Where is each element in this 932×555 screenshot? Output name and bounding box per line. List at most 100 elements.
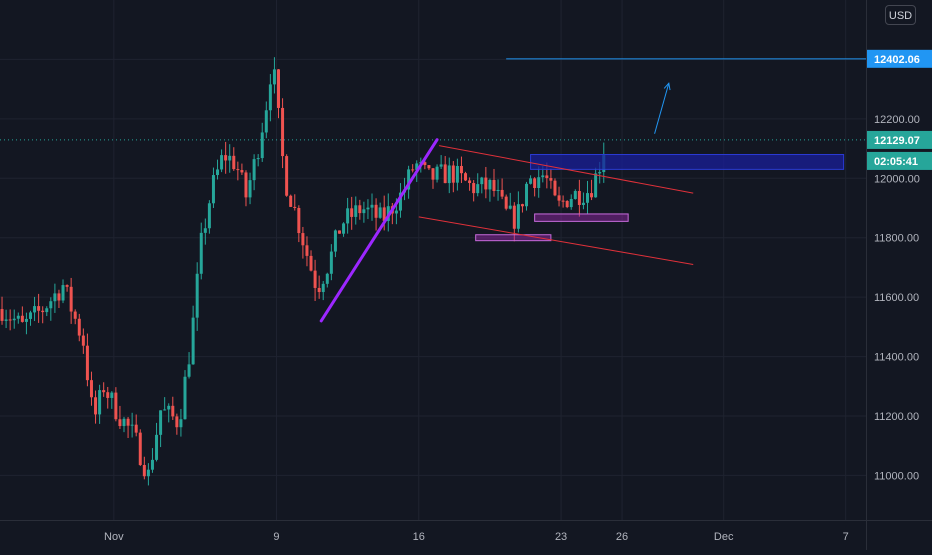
candle-body xyxy=(73,311,77,319)
candle-body xyxy=(333,230,337,252)
price-tick-label: 12200.00 xyxy=(874,114,920,126)
candle-body xyxy=(256,158,260,160)
candle-body xyxy=(398,192,402,211)
candle-body xyxy=(492,179,496,192)
candle-body xyxy=(159,410,163,435)
candle-body xyxy=(4,319,8,321)
countdown-label-bg xyxy=(867,151,932,170)
candle-body xyxy=(248,180,252,198)
candle-body xyxy=(268,84,272,111)
candle-body xyxy=(350,208,354,217)
candle-body xyxy=(529,178,533,184)
candle-body xyxy=(146,469,150,477)
candle-body xyxy=(187,364,191,377)
candle-body xyxy=(541,175,545,178)
candle-body xyxy=(427,165,431,169)
time-tick-label: 7 xyxy=(843,531,849,543)
candle-body xyxy=(374,204,378,218)
candle-body xyxy=(447,165,451,184)
candle-body xyxy=(411,169,415,171)
candle-body xyxy=(199,232,203,274)
candle-body xyxy=(569,198,573,208)
candle-body xyxy=(431,168,435,180)
candle-body xyxy=(240,170,244,173)
candle-body xyxy=(53,293,57,302)
candle-body xyxy=(114,392,118,420)
candle-body xyxy=(362,209,366,214)
candle-body xyxy=(45,308,49,313)
candle-body xyxy=(561,200,565,202)
candle-body xyxy=(520,204,524,207)
channel-lower-line xyxy=(418,216,694,265)
candle-body xyxy=(28,312,32,319)
candle-body xyxy=(179,419,183,428)
candle-body xyxy=(337,230,341,234)
candle-body xyxy=(191,317,195,365)
flag-pole-line xyxy=(319,138,439,323)
candles xyxy=(0,57,606,486)
candle-body xyxy=(8,319,12,321)
time-tick-label: Dec xyxy=(714,531,734,543)
candle-body xyxy=(110,392,114,398)
candle-body xyxy=(69,286,73,312)
last-price-label: 12129.07 xyxy=(874,135,920,147)
price-tick-label: 11400.00 xyxy=(874,352,919,364)
candle-body xyxy=(480,177,484,185)
candle-body xyxy=(496,189,500,192)
candle-body xyxy=(342,223,346,234)
drawings[interactable] xyxy=(0,58,905,323)
candle-body xyxy=(297,207,301,234)
candle-body xyxy=(150,459,154,470)
candle-body xyxy=(260,132,264,159)
candle-body xyxy=(508,205,512,209)
candle-body xyxy=(167,405,171,410)
candle-body xyxy=(500,189,504,197)
last-price-label-bg xyxy=(867,130,932,149)
candle-body xyxy=(585,193,589,203)
candle-body xyxy=(305,245,309,256)
candle-body xyxy=(94,397,98,415)
candle-body xyxy=(451,165,455,183)
price-tick-label: 11800.00 xyxy=(874,233,919,245)
candle-body xyxy=(468,180,472,184)
candle-body xyxy=(142,464,146,477)
candle-body xyxy=(232,155,236,170)
candle-body xyxy=(545,175,549,179)
candle-body xyxy=(378,207,382,218)
candle-body xyxy=(394,210,398,214)
candle-body xyxy=(41,310,45,313)
candle-body xyxy=(415,163,419,170)
support-box xyxy=(534,213,629,222)
time-tick-label: 23 xyxy=(555,531,567,543)
candle-body xyxy=(65,285,69,287)
candle-body xyxy=(329,251,333,274)
candle-body xyxy=(175,416,179,428)
candle-body xyxy=(321,283,325,293)
time-tick-label: Nov xyxy=(104,531,124,543)
candle-body xyxy=(216,169,220,176)
candle-body xyxy=(423,162,427,166)
currency-button[interactable]: USD xyxy=(885,5,916,25)
candle-body xyxy=(565,200,569,208)
candle-body xyxy=(130,424,134,426)
candle-body xyxy=(594,173,598,198)
countdown-label: 02:05:41 xyxy=(874,156,918,168)
price-tick-label: 11200.00 xyxy=(874,411,919,423)
target-arrow xyxy=(654,83,670,134)
candle-body xyxy=(0,309,4,321)
candle-body xyxy=(309,255,313,271)
candle-body xyxy=(443,164,447,184)
candle-body xyxy=(12,318,16,321)
candle-body xyxy=(557,195,561,201)
support-box xyxy=(475,234,552,242)
candle-body xyxy=(98,390,102,415)
candle-body xyxy=(211,175,215,204)
candle-body xyxy=(33,306,37,313)
candle-body xyxy=(236,169,240,171)
channel-upper-line xyxy=(439,145,694,194)
candle-body xyxy=(24,318,28,322)
target-price-label: 12402.06 xyxy=(874,54,920,66)
